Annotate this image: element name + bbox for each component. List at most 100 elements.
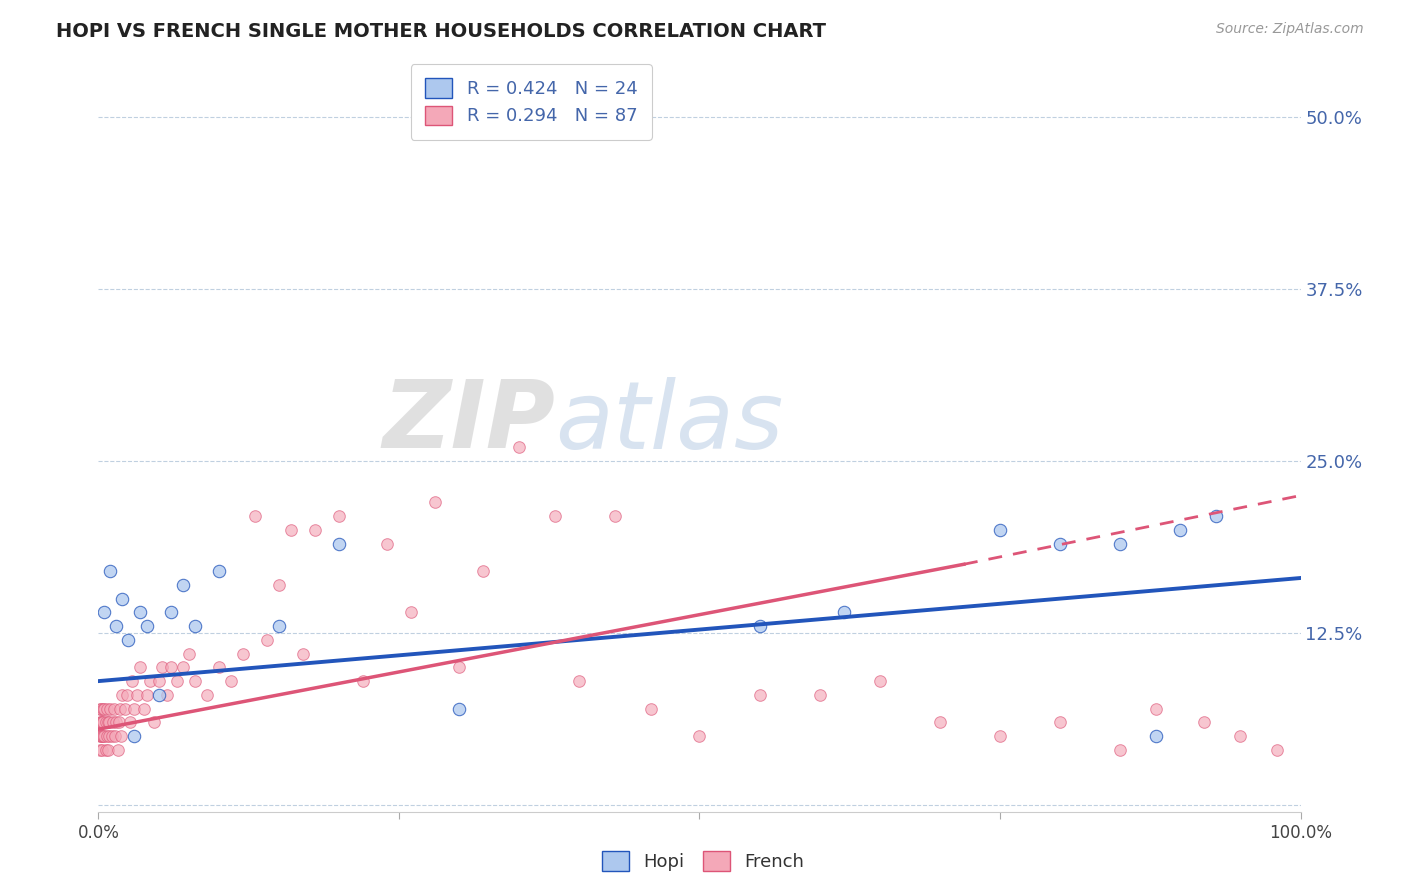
Point <box>256 632 278 647</box>
Point <box>869 674 891 689</box>
Point <box>1144 729 1167 743</box>
Point <box>89 715 111 730</box>
Point <box>1265 743 1288 757</box>
Point <box>508 441 530 455</box>
Point <box>219 674 242 689</box>
Point <box>93 606 115 620</box>
Point <box>605 509 627 524</box>
Point <box>93 701 115 715</box>
Point <box>544 509 567 524</box>
Point <box>114 701 136 715</box>
Point <box>640 701 662 715</box>
Point <box>447 660 470 674</box>
Point <box>90 701 112 715</box>
Point <box>94 715 117 730</box>
Point <box>328 536 350 550</box>
Point <box>124 701 146 715</box>
Text: ZIP: ZIP <box>382 376 555 468</box>
Legend: R = 0.424   N = 24, R = 0.294   N = 87: R = 0.424 N = 24, R = 0.294 N = 87 <box>411 64 652 140</box>
Point <box>328 509 350 524</box>
Point <box>104 729 127 743</box>
Point <box>91 743 114 757</box>
Point <box>110 729 132 743</box>
Point <box>148 674 170 689</box>
Point <box>139 674 162 689</box>
Point <box>125 688 148 702</box>
Point <box>304 523 326 537</box>
Point <box>90 729 112 743</box>
Point <box>1229 729 1251 743</box>
Point <box>98 715 121 730</box>
Point <box>183 619 205 633</box>
Point <box>91 715 114 730</box>
Text: atlas: atlas <box>555 376 783 467</box>
Point <box>1205 509 1227 524</box>
Point <box>101 715 124 730</box>
Point <box>91 729 114 743</box>
Point <box>748 619 770 633</box>
Point <box>107 743 129 757</box>
Point <box>988 523 1011 537</box>
Point <box>1109 743 1132 757</box>
Point <box>1170 523 1192 537</box>
Point <box>808 688 831 702</box>
Point <box>100 729 122 743</box>
Point <box>928 715 950 730</box>
Point <box>89 701 111 715</box>
Point <box>108 715 131 730</box>
Point <box>100 564 122 578</box>
Point <box>159 606 181 620</box>
Point <box>105 715 128 730</box>
Point <box>280 523 302 537</box>
Point <box>472 564 495 578</box>
Point <box>1049 536 1071 550</box>
Point <box>97 715 120 730</box>
Point <box>118 715 141 730</box>
Point <box>105 619 128 633</box>
Point <box>94 743 117 757</box>
Point <box>159 660 181 674</box>
Point <box>291 647 314 661</box>
Point <box>1144 701 1167 715</box>
Point <box>568 674 591 689</box>
Point <box>132 701 155 715</box>
Point <box>156 688 179 702</box>
Point <box>177 647 200 661</box>
Point <box>91 715 114 730</box>
Point <box>399 606 422 620</box>
Point <box>1049 715 1071 730</box>
Point <box>375 536 398 550</box>
Point <box>121 674 143 689</box>
Point <box>423 495 446 509</box>
Point <box>129 606 152 620</box>
Point <box>108 701 131 715</box>
Point <box>124 729 146 743</box>
Point <box>243 509 266 524</box>
Point <box>1109 536 1132 550</box>
Text: HOPI VS FRENCH SINGLE MOTHER HOUSEHOLDS CORRELATION CHART: HOPI VS FRENCH SINGLE MOTHER HOUSEHOLDS … <box>56 22 827 41</box>
Point <box>172 660 194 674</box>
Point <box>166 674 188 689</box>
Point <box>93 729 115 743</box>
Point <box>91 701 114 715</box>
Point <box>98 729 121 743</box>
Point <box>90 715 112 730</box>
Point <box>267 619 290 633</box>
Point <box>89 743 111 757</box>
Point <box>748 688 770 702</box>
Text: Source: ZipAtlas.com: Source: ZipAtlas.com <box>1216 22 1364 37</box>
Point <box>208 564 231 578</box>
Point <box>103 701 125 715</box>
Point <box>988 729 1011 743</box>
Point <box>1194 715 1216 730</box>
Point <box>208 660 231 674</box>
Point <box>96 729 118 743</box>
Point <box>129 660 152 674</box>
Point <box>89 729 111 743</box>
Point <box>97 743 120 757</box>
Point <box>183 674 205 689</box>
Point <box>195 688 218 702</box>
Point <box>135 619 157 633</box>
Point <box>142 715 165 730</box>
Point <box>148 688 170 702</box>
